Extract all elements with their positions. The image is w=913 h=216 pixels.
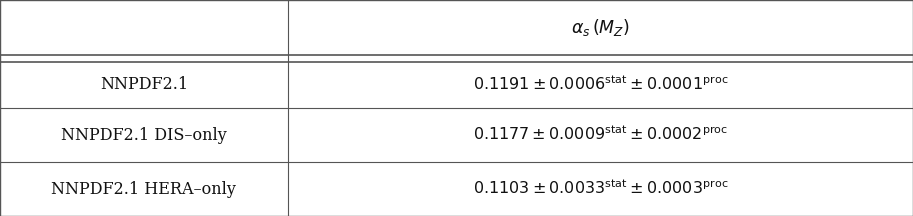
Text: NNPDF2.1: NNPDF2.1: [100, 76, 188, 93]
Text: $0.1191 \pm 0.0006^{\mathrm{stat}} \pm 0.0001^{\mathrm{proc}}$: $0.1191 \pm 0.0006^{\mathrm{stat}} \pm 0…: [473, 75, 728, 94]
Text: $\alpha_s\,(M_Z)$: $\alpha_s\,(M_Z)$: [571, 17, 630, 38]
Text: $0.1103 \pm 0.0033^{\mathrm{stat}} \pm 0.0003^{\mathrm{proc}}$: $0.1103 \pm 0.0033^{\mathrm{stat}} \pm 0…: [473, 180, 728, 198]
Text: NNPDF2.1 DIS–only: NNPDF2.1 DIS–only: [61, 127, 226, 143]
Text: NNPDF2.1 HERA–only: NNPDF2.1 HERA–only: [51, 181, 236, 197]
Text: $0.1177 \pm 0.0009^{\mathrm{stat}} \pm 0.0002^{\mathrm{proc}}$: $0.1177 \pm 0.0009^{\mathrm{stat}} \pm 0…: [473, 126, 728, 144]
